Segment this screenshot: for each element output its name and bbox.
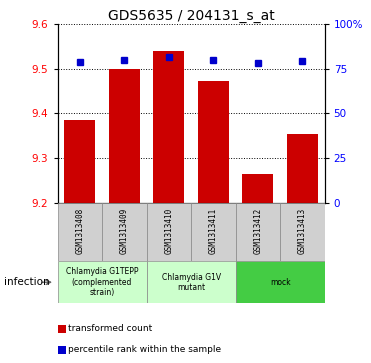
Text: Chlamydia G1V
mutant: Chlamydia G1V mutant bbox=[161, 273, 221, 292]
Text: percentile rank within the sample: percentile rank within the sample bbox=[68, 345, 221, 354]
Bar bbox=[58, 261, 147, 303]
Bar bbox=[198, 81, 229, 203]
Text: infection: infection bbox=[4, 277, 49, 287]
Text: GSM1313411: GSM1313411 bbox=[209, 208, 218, 254]
Bar bbox=[191, 203, 236, 261]
Bar bbox=[236, 203, 280, 261]
Text: GSM1313409: GSM1313409 bbox=[120, 208, 129, 254]
Bar bbox=[153, 50, 184, 203]
Bar bbox=[58, 203, 102, 261]
Text: transformed count: transformed count bbox=[68, 324, 152, 333]
Text: GSM1313412: GSM1313412 bbox=[253, 208, 262, 254]
Bar bbox=[280, 203, 325, 261]
Bar bbox=[109, 69, 140, 203]
Bar bbox=[147, 261, 236, 303]
Bar bbox=[102, 203, 147, 261]
Bar bbox=[147, 203, 191, 261]
Bar bbox=[64, 120, 95, 203]
Text: Chlamydia G1TEPP
(complemented
strain): Chlamydia G1TEPP (complemented strain) bbox=[66, 267, 138, 297]
Bar bbox=[242, 174, 273, 203]
Bar bbox=[287, 134, 318, 203]
Text: GSM1313408: GSM1313408 bbox=[75, 208, 84, 254]
Bar bbox=[236, 261, 325, 303]
Text: GSM1313410: GSM1313410 bbox=[164, 208, 173, 254]
Title: GDS5635 / 204131_s_at: GDS5635 / 204131_s_at bbox=[108, 9, 275, 23]
Text: mock: mock bbox=[270, 278, 290, 287]
Text: GSM1313413: GSM1313413 bbox=[298, 208, 307, 254]
